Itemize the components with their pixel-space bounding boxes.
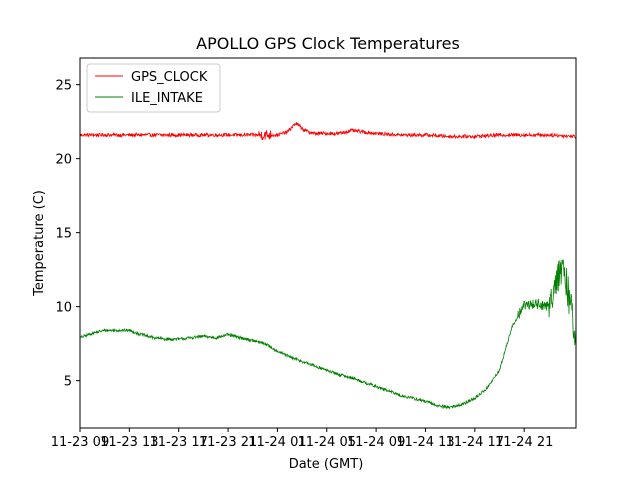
x-tick-label: 11-24 17	[446, 435, 504, 450]
chart-title: APOLLO GPS Clock Temperatures	[196, 34, 460, 53]
x-tick-label: 11-24 21	[495, 435, 553, 450]
series-line-ile-intake	[79, 259, 577, 410]
series-line-gps-clock	[79, 122, 577, 141]
x-tick-label: 11-23 09	[51, 435, 109, 450]
y-axis: 5 10 15 20 25	[55, 79, 80, 390]
x-tick-label: 11-24 13	[396, 435, 454, 450]
y-tick-label: 5	[64, 375, 72, 390]
series-layer	[79, 122, 577, 410]
plot-area	[80, 58, 576, 428]
x-tick-label: 11-24 01	[248, 435, 306, 450]
x-tick-label: 11-23 13	[100, 435, 158, 450]
legend: GPS_CLOCK ILE_INTAKE	[86, 63, 221, 113]
y-tick-label: 15	[55, 227, 72, 242]
y-tick-label: 25	[55, 79, 72, 94]
y-tick-label: 20	[55, 153, 72, 168]
x-tick-label: 11-23 21	[199, 435, 257, 450]
y-tick-label: 10	[55, 301, 72, 316]
legend-label-ile-intake: ILE_INTAKE	[131, 91, 203, 106]
y-axis-label: Temperature (C)	[32, 190, 47, 297]
x-axis-label: Date (GMT)	[289, 457, 364, 472]
x-tick-label: 11-24 09	[347, 435, 405, 450]
x-tick-label: 11-24 05	[298, 435, 356, 450]
x-tick-label: 11-23 17	[149, 435, 207, 450]
legend-label-gps-clock: GPS_CLOCK	[131, 70, 208, 85]
plot-frame	[79, 57, 577, 429]
